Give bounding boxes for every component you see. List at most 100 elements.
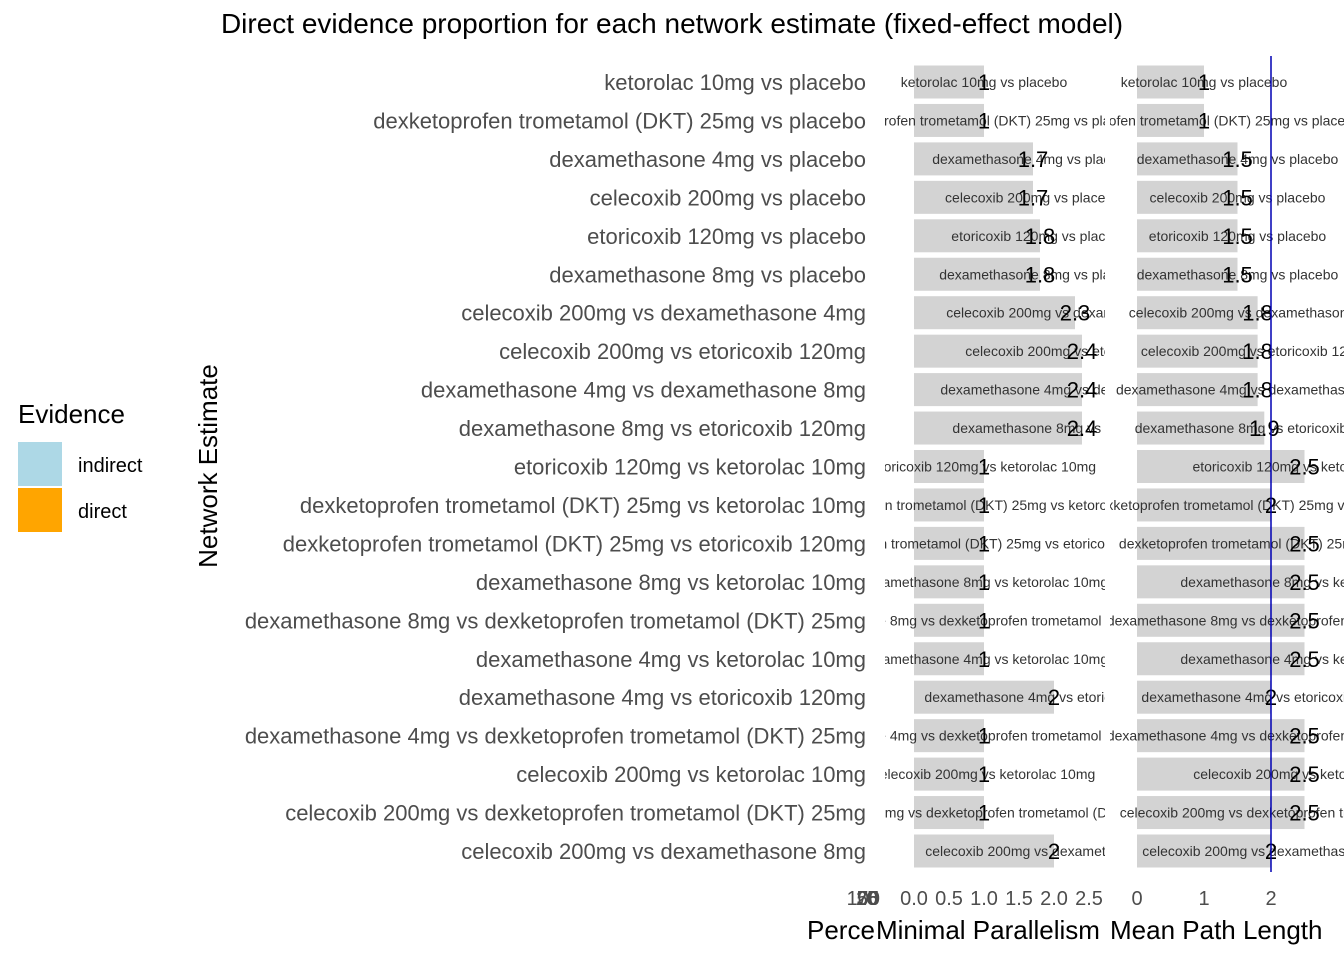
row-label: dexketoprofen trometamol (DKT) 25mg vs e… (283, 531, 866, 556)
parallelism-bar-label: celecoxib 200mg vs dexamethasone 4mg (946, 305, 1204, 321)
parallelism-bar (914, 526, 984, 560)
parallelism-bars: ketorolac 10mg vs placebo1dexketoprofen … (786, 65, 1223, 868)
parallelism-bar-label: dexamethasone 8mg vs dexketoprofen trome… (786, 612, 1181, 628)
path-length-bar (1137, 450, 1305, 483)
path-length-bar-label: celecoxib 200mg vs dexamethasone 4mg (1129, 305, 1344, 321)
percent-tick-label: 0 (866, 888, 877, 910)
parallelism-value-label: 1 (978, 762, 990, 787)
row-label: etoricoxib 120mg vs ketorolac 10mg (514, 455, 866, 480)
row-label: dexamethasone 8mg vs ketorolac 10mg (476, 570, 866, 595)
path-length-bar-label: dexketoprofen trometamol (DKT) 25mg vs p… (1047, 112, 1344, 128)
parallelism-tick-label: 0.5 (935, 888, 963, 910)
parallelism-value-label: 1 (978, 70, 990, 95)
parallelism-bar-label: dexamethasone 4mg vs etoricoxib 120mg (924, 689, 1183, 705)
path-length-bar (1137, 796, 1305, 830)
parallelism-bar-label: dexamethasone 4mg vs ketorolac 10mg (860, 651, 1108, 667)
path-length-bar-label: dexketoprofen trometamol (DKT) 25mg vs k… (1091, 497, 1344, 513)
parallelism-bar (914, 796, 984, 830)
path-length-bar (1137, 834, 1271, 868)
parallelism-value-label: 1 (978, 108, 990, 133)
parallelism-bar (914, 219, 1040, 253)
path-length-bars: ketorolac 10mg vs placebo1dexketoprofen … (1047, 56, 1344, 872)
row-label: dexamethasone 4mg vs ketorolac 10mg (476, 647, 866, 672)
parallelism-bar-label: celecoxib 200mg vs placebo (945, 189, 1121, 205)
parallelism-value-label: 1 (978, 570, 990, 595)
path-length-bar-label: dexamethasone 8mg vs dexketoprofen trome… (1107, 612, 1344, 628)
parallelism-bar-label: etoricoxib 120mg vs ketorolac 10mg (872, 459, 1096, 475)
path-length-bar-label: ketorolac 10mg vs placebo (1121, 74, 1288, 90)
path-length-bar (1137, 757, 1305, 791)
parallelism-tick-label: 1.0 (970, 888, 998, 910)
path-length-value-label: 2.5 (1289, 455, 1320, 480)
path-length-value-label: 1.8 (1242, 301, 1273, 326)
parallelism-bar-label: dexketoprofen trometamol (DKT) 25mg vs e… (798, 535, 1169, 551)
legend-swatch-indirect (18, 442, 62, 486)
legend-label-direct: direct (78, 501, 127, 523)
path-length-bar-label: dexamethasone 4mg vs placebo (1137, 151, 1339, 167)
path-length-tick-label: 2 (1265, 888, 1276, 910)
parallelism-bar (914, 565, 984, 599)
path-length-value-label: 2.5 (1289, 531, 1320, 556)
parallelism-bar (914, 180, 1033, 214)
parallelism-value-label: 1 (978, 647, 990, 672)
path-length-bar-label: dexamethasone 4mg vs etoricoxib 120mg (1141, 689, 1344, 705)
path-length-bar (1137, 680, 1271, 714)
path-length-value-label: 1 (1198, 108, 1210, 133)
parallelism-bar (914, 373, 1082, 407)
parallelism-bar-label: dexamethasone 8mg vs ketorolac 10mg (860, 574, 1108, 590)
row-label: dexamethasone 4mg vs dexketoprofen trome… (245, 724, 866, 749)
percent-tick-label: 75 (857, 888, 879, 910)
parallelism-axis-title: Minimal Parallelism (876, 915, 1100, 945)
legend-swatch-direct (18, 488, 62, 532)
path-length-axis-title: Mean Path Length (1110, 915, 1323, 945)
parallelism-bar (914, 257, 1040, 291)
parallelism-bar-label: ketorolac 10mg vs placebo (901, 74, 1068, 90)
path-length-bar (1137, 334, 1258, 368)
path-length-value-label: 2.5 (1289, 801, 1320, 826)
path-length-tick-label: 0 (1131, 888, 1142, 910)
chart-title: Direct evidence proportion for each netw… (221, 8, 1123, 39)
parallelism-value-label: 1 (978, 608, 990, 633)
parallelism-value-label: 2.4 (1067, 416, 1098, 441)
path-length-bar-label: dexamethasone 8mg vs ketorolac 10mg (1180, 574, 1344, 590)
parallelism-tick-label: 1.5 (1005, 888, 1033, 910)
row-label: etoricoxib 120mg vs placebo (587, 224, 866, 249)
path-length-value-label: 2.5 (1289, 647, 1320, 672)
path-length-bar-label: dexamethasone 8mg vs etoricoxib 120mg (1135, 420, 1344, 436)
row-label: celecoxib 200mg vs dexamethasone 8mg (461, 839, 866, 864)
parallelism-bar (914, 142, 1033, 176)
path-length-bar-label: dexamethasone 4mg vs dexamethasone 8mg (1116, 382, 1344, 398)
path-length-value-label: 2.5 (1289, 724, 1320, 749)
parallelism-bar (914, 411, 1082, 445)
row-label: celecoxib 200mg vs etoricoxib 120mg (499, 339, 866, 364)
percent-tick-label: 100 (847, 888, 880, 910)
row-label: dexamethasone 4mg vs placebo (549, 147, 866, 172)
path-length-value-label: 1.8 (1242, 378, 1273, 403)
row-label: dexamethasone 4mg vs etoricoxib 120mg (459, 685, 866, 710)
legend: Evidence indirect direct (18, 399, 143, 532)
path-length-value-label: 1 (1198, 70, 1210, 95)
path-length-bar (1137, 296, 1258, 330)
row-label: dexamethasone 4mg vs dexamethasone 8mg (421, 378, 866, 403)
parallelism-bar-label: dexamethasone 4mg vs placebo (932, 151, 1134, 167)
parallelism-bar (914, 642, 984, 676)
row-label: celecoxib 200mg vs dexketoprofen trometa… (285, 801, 866, 826)
path-length-value-label: 2.5 (1289, 570, 1320, 595)
parallelism-value-label: 2.4 (1067, 339, 1098, 364)
parallelism-value-label: 1.8 (1025, 224, 1056, 249)
row-label: celecoxib 200mg vs placebo (590, 185, 866, 210)
row-label: ketorolac 10mg vs placebo (604, 70, 866, 95)
path-length-bar-label: etoricoxib 120mg vs placebo (1149, 228, 1327, 244)
parallelism-ticks: 0.0 0.5 1.0 1.5 2.0 2.5 (900, 888, 1103, 910)
parallelism-bar-label: dexamethasone 4mg vs dexamethasone 8mg (940, 382, 1223, 398)
path-length-bar-label: dexamethasone 8mg vs placebo (1137, 266, 1339, 282)
row-labels: ketorolac 10mg vs placebo dexketoprofen t… (245, 70, 866, 864)
path-length-bar (1137, 565, 1305, 599)
parallelism-value-label: 1 (978, 531, 990, 556)
parallelism-bar (914, 603, 984, 637)
path-length-bar-label: dexamethasone 4mg vs ketorolac 10mg (1180, 651, 1344, 667)
row-label: dexamethasone 8mg vs dexketoprofen trome… (245, 608, 866, 633)
